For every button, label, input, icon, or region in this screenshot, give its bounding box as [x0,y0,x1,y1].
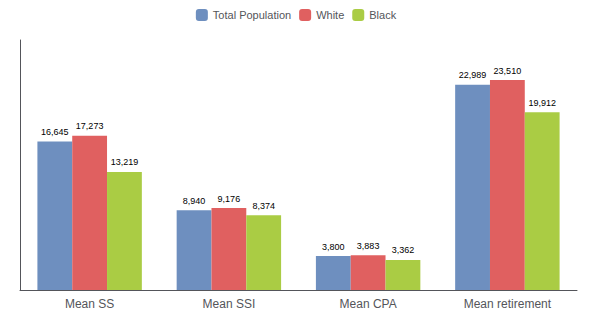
svg-text:19,912: 19,912 [528,98,556,108]
svg-text:Black: Black [369,9,396,21]
svg-text:3,883: 3,883 [357,241,380,251]
svg-text:Mean SSI: Mean SSI [203,297,256,311]
svg-text:22,989: 22,989 [459,70,487,80]
svg-text:Total Population: Total Population [213,9,291,21]
svg-text:8,374: 8,374 [252,201,275,211]
svg-text:8,940: 8,940 [183,196,206,206]
svg-text:16,645: 16,645 [41,127,69,137]
svg-text:9,176: 9,176 [218,194,241,204]
svg-text:White: White [316,9,344,21]
svg-text:Mean SS: Mean SS [65,297,114,311]
svg-text:3,362: 3,362 [392,245,415,255]
svg-text:13,219: 13,219 [111,157,139,167]
svg-text:17,273: 17,273 [76,121,104,131]
svg-text:3,800: 3,800 [322,242,345,252]
svg-text:Mean CPA: Mean CPA [340,297,397,311]
svg-text:23,510: 23,510 [494,66,522,76]
svg-text:Mean retirement: Mean retirement [464,297,552,311]
